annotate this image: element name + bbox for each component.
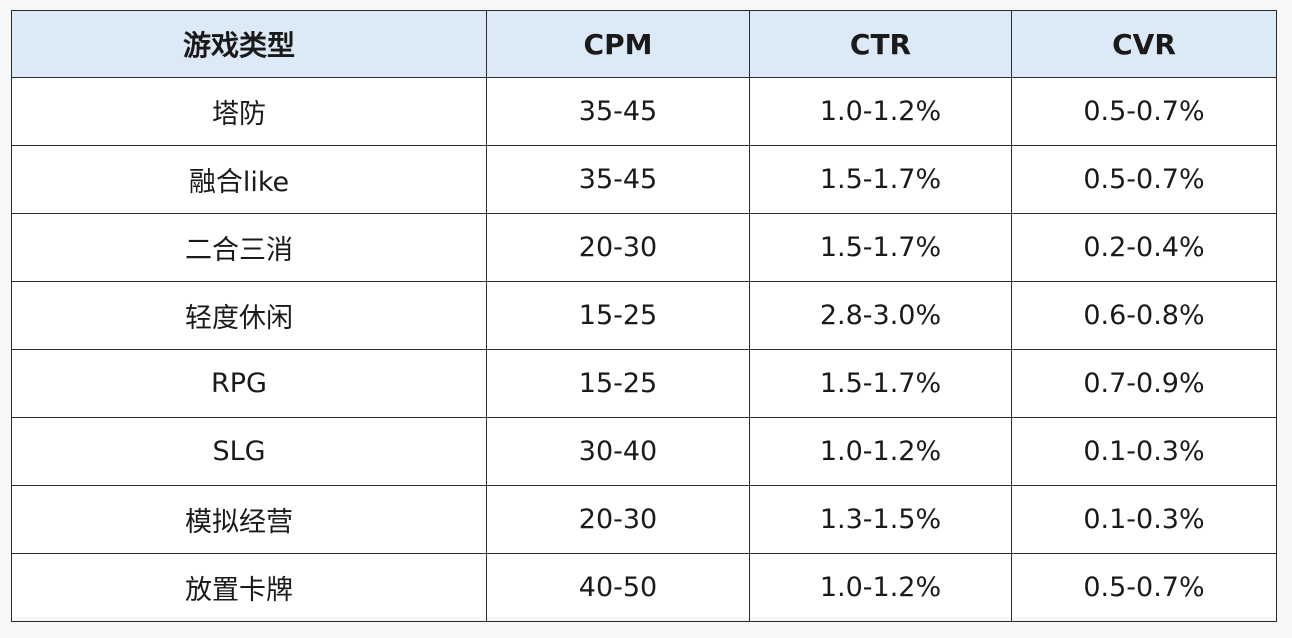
cell-game-type-label: 二合三消 [185,235,293,266]
cell-game-type-label: 放置卡牌 [185,575,293,606]
cell-game-type: 放置卡牌 [11,553,487,622]
table-row: 模拟经营 20-30 1.3-1.5% 0.1-0.3% [11,485,1277,554]
cell-game-type-label: RPG [211,368,267,399]
cell-ctr: 1.5-1.7% [749,213,1012,282]
cell-cvr: 0.1-0.3% [1011,417,1277,486]
cell-ctr: 1.0-1.2% [749,77,1012,146]
cell-game-type-label: SLG [212,436,266,467]
cell-game-type-label: 融合like [188,167,290,198]
cell-game-type-label: 塔防 [212,99,266,130]
cell-game-type: 塔防 [11,77,487,146]
cell-ctr: 1.5-1.7% [749,349,1012,418]
table-row: 二合三消 20-30 1.5-1.7% 0.2-0.4% [11,213,1277,282]
cell-cvr: 0.1-0.3% [1011,485,1277,554]
cell-cpm: 15-25 [486,281,750,350]
cell-game-type: 二合三消 [11,213,487,282]
cell-cpm: 20-30 [486,485,750,554]
table-row: SLG 30-40 1.0-1.2% 0.1-0.3% [11,417,1277,486]
header-game-type-label: 游戏类型 [182,29,295,62]
table-header: 游戏类型 CPM CTR CVR [11,10,1277,78]
cell-cvr: 0.7-0.9% [1011,349,1277,418]
cell-game-type: 模拟经营 [11,485,487,554]
table-row: 塔防 35-45 1.0-1.2% 0.5-0.7% [11,77,1277,146]
table-row: 融合like 35-45 1.5-1.7% 0.5-0.7% [11,145,1277,214]
data-table-container: 游戏类型 CPM CTR CVR 塔防 35-45 1.0-1.2% 0.5-0… [11,10,1277,622]
cell-game-type: RPG [11,349,487,418]
cell-ctr: 1.3-1.5% [749,485,1012,554]
cell-cpm: 20-30 [486,213,750,282]
cell-cvr: 0.6-0.8% [1011,281,1277,350]
cell-cvr: 0.5-0.7% [1011,77,1277,146]
cell-game-type: 轻度休闲 [11,281,487,350]
cell-game-type: 融合like [11,145,487,214]
cell-ctr: 1.0-1.2% [749,417,1012,486]
table-row: RPG 15-25 1.5-1.7% 0.7-0.9% [11,349,1277,418]
cell-game-type-label: 模拟经营 [185,507,293,538]
header-cpm: CPM [486,10,750,78]
table-row: 轻度休闲 15-25 2.8-3.0% 0.6-0.8% [11,281,1277,350]
header-ctr: CTR [749,10,1012,78]
table-row: 放置卡牌 40-50 1.0-1.2% 0.5-0.7% [11,553,1277,622]
cell-cvr: 0.2-0.4% [1011,213,1277,282]
cell-cpm: 40-50 [486,553,750,622]
game-ad-metrics-table: 游戏类型 CPM CTR CVR 塔防 35-45 1.0-1.2% 0.5-0… [11,10,1277,622]
cell-cpm: 30-40 [486,417,750,486]
cell-cvr: 0.5-0.7% [1011,145,1277,214]
cell-cvr: 0.5-0.7% [1011,553,1277,622]
header-row: 游戏类型 CPM CTR CVR [11,10,1277,78]
cell-game-type-label: 轻度休闲 [185,303,293,334]
table-body: 塔防 35-45 1.0-1.2% 0.5-0.7% 融合like 35-45 … [11,77,1277,622]
cell-ctr: 1.5-1.7% [749,145,1012,214]
cell-ctr: 1.0-1.2% [749,553,1012,622]
header-cvr: CVR [1011,10,1277,78]
cell-game-type: SLG [11,417,487,486]
header-game-type: 游戏类型 [11,10,487,78]
cell-ctr: 2.8-3.0% [749,281,1012,350]
cell-cpm: 15-25 [486,349,750,418]
cell-cpm: 35-45 [486,145,750,214]
cell-cpm: 35-45 [486,77,750,146]
